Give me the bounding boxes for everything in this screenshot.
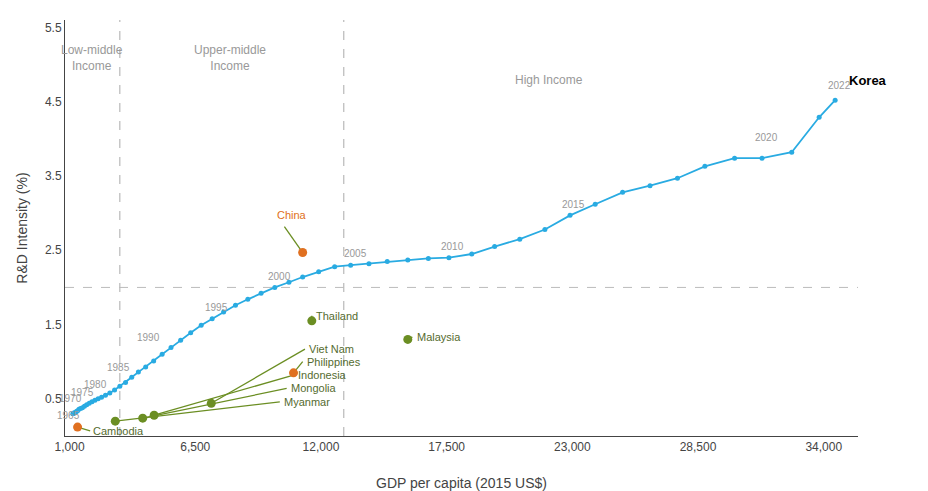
svg-text:1975: 1975 — [71, 387, 94, 398]
svg-text:High Income: High Income — [515, 73, 583, 87]
svg-text:Malaysia: Malaysia — [417, 331, 461, 343]
svg-text:China: China — [277, 209, 307, 221]
svg-text:Myanmar: Myanmar — [284, 396, 330, 408]
svg-text:23,000: 23,000 — [554, 440, 591, 454]
svg-text:Cambodia: Cambodia — [93, 425, 144, 437]
svg-text:1.5: 1.5 — [45, 318, 62, 332]
svg-text:17,500: 17,500 — [428, 440, 465, 454]
svg-text:Upper-middleIncome: Upper-middleIncome — [194, 43, 266, 73]
svg-text:Mongolia: Mongolia — [291, 382, 337, 394]
svg-text:Philippines: Philippines — [307, 356, 361, 368]
svg-text:2.5: 2.5 — [45, 243, 62, 257]
svg-text:2005: 2005 — [344, 248, 367, 259]
svg-text:2010: 2010 — [441, 241, 464, 252]
svg-text:Indonesia: Indonesia — [298, 369, 347, 381]
svg-text:Viet Nam: Viet Nam — [309, 343, 354, 355]
svg-text:1995: 1995 — [205, 302, 228, 313]
svg-text:Thailand: Thailand — [316, 310, 358, 322]
svg-text:34,000: 34,000 — [805, 440, 842, 454]
svg-text:2000: 2000 — [268, 271, 291, 282]
svg-text:GDP per capita (2015 US$): GDP per capita (2015 US$) — [376, 475, 547, 491]
svg-text:1985: 1985 — [107, 362, 130, 373]
svg-text:4.5: 4.5 — [45, 95, 62, 109]
svg-text:Korea: Korea — [849, 73, 887, 88]
svg-text:28,500: 28,500 — [680, 440, 717, 454]
svg-text:R&D Intensity (%): R&D Intensity (%) — [14, 172, 30, 283]
svg-text:2015: 2015 — [562, 199, 585, 210]
svg-text:1965: 1965 — [57, 410, 80, 421]
svg-text:0.5: 0.5 — [45, 392, 62, 406]
svg-text:1970: 1970 — [59, 393, 82, 404]
svg-text:1,000: 1,000 — [55, 440, 85, 454]
svg-text:3.5: 3.5 — [45, 169, 62, 183]
svg-text:12,000: 12,000 — [303, 440, 340, 454]
svg-text:Low-middleIncome: Low-middleIncome — [61, 43, 123, 73]
svg-text:6,500: 6,500 — [180, 440, 210, 454]
svg-text:2020: 2020 — [755, 132, 778, 143]
svg-text:2022: 2022 — [828, 80, 851, 91]
svg-text:1990: 1990 — [137, 332, 160, 343]
svg-text:1980: 1980 — [84, 379, 107, 390]
svg-text:5.5: 5.5 — [45, 21, 62, 35]
